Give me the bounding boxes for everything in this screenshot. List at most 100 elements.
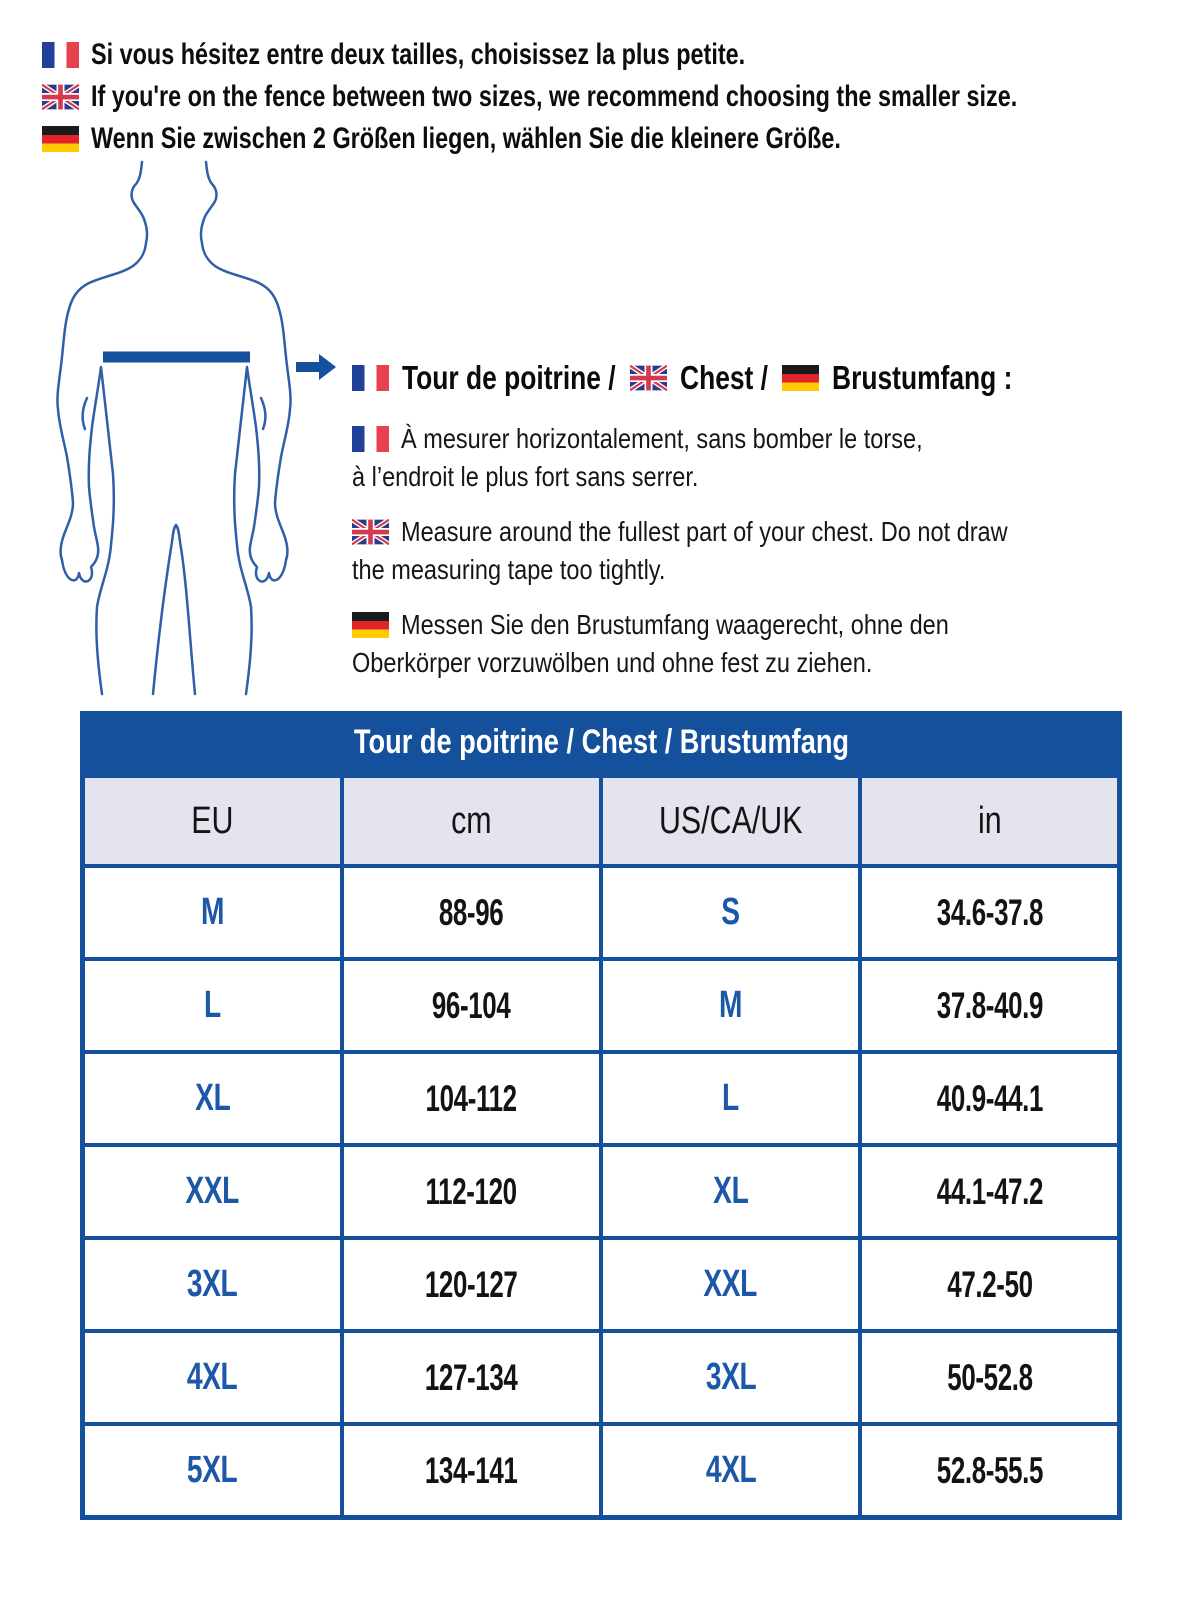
eu-size-cell: 3XL <box>80 1236 344 1333</box>
cell-text: 3XL <box>705 1356 756 1398</box>
eu-size-cell: 5XL <box>80 1422 344 1520</box>
column-header-text: cm <box>451 799 492 842</box>
cm-range-cell: 127-134 <box>339 1329 604 1426</box>
size-table-column-header: US/CA/UK <box>598 773 863 868</box>
cm-range-cell: 104-112 <box>339 1050 604 1147</box>
eu-size-cell: 4XL <box>80 1329 344 1426</box>
cell-text: 120-127 <box>425 1263 518 1305</box>
instruction-text: the measuring tape too tightly. <box>352 553 666 585</box>
size-table-column-header: EU <box>80 773 344 868</box>
instruction-text: à l’endroit le plus fort sans serrer. <box>352 460 699 492</box>
instruction-line: à l’endroit le plus fort sans serrer. <box>352 458 1182 496</box>
size-advice-note: Si vous hésitez entre deux tailles, choi… <box>42 38 1200 71</box>
germany-flag-icon <box>352 611 389 638</box>
uk-flag-icon <box>629 364 667 391</box>
in-range-cell: 50-52.8 <box>858 1329 1122 1426</box>
size-table-column-header: in <box>858 773 1122 868</box>
in-range-cell: 44.1-47.2 <box>858 1143 1122 1240</box>
cell-text: M <box>719 984 743 1026</box>
cell-text: L <box>203 984 221 1026</box>
cm-range-cell: 134-141 <box>339 1422 604 1520</box>
instruction-text: Oberkörper vorzuwölben und ohne fest zu … <box>352 646 873 678</box>
us-size-cell: S <box>598 864 863 961</box>
table-row: L 96-104 M 37.8-40.9 <box>80 957 1122 1054</box>
in-range-cell: 52.8-55.5 <box>858 1422 1122 1520</box>
body-legs-outline <box>151 523 197 696</box>
cell-text: 52.8-55.5 <box>936 1449 1043 1491</box>
sizing-advice-notes: Si vous hésitez entre deux tailles, choi… <box>42 38 1200 155</box>
cell-text: 4XL <box>187 1356 238 1398</box>
size-table: EU cm US/CA/UK in M 88-96 S 34.6-37.8 L 96-104 M 3… <box>80 773 1122 1520</box>
cell-text: XXL <box>185 1170 240 1212</box>
cm-range-cell: 96-104 <box>339 957 604 1054</box>
germany-flag-icon <box>42 125 79 152</box>
france-flag-icon <box>42 41 79 68</box>
cell-text: 44.1-47.2 <box>936 1170 1043 1212</box>
elbow-crease-right <box>259 396 267 431</box>
cm-range-cell: 120-127 <box>339 1236 604 1333</box>
us-size-cell: 4XL <box>598 1422 863 1520</box>
us-size-cell: 3XL <box>598 1329 863 1426</box>
cell-text: 5XL <box>187 1449 238 1491</box>
cell-text: 134-141 <box>425 1449 518 1491</box>
instruction-line: Oberkörper vorzuwölben und ohne fest zu … <box>352 644 1182 682</box>
cell-text: XXL <box>703 1263 758 1305</box>
cell-text: 37.8-40.9 <box>936 984 1043 1026</box>
eu-size-cell: M <box>80 864 344 961</box>
table-row: 4XL 127-134 3XL 50-52.8 <box>80 1329 1122 1426</box>
size-table-body: M 88-96 S 34.6-37.8 L 96-104 M 37.8-40.9 XL 104-1… <box>80 864 1122 1520</box>
column-header-text: in <box>977 799 1002 842</box>
chest-measure-section: Tour de poitrine / Chest / Brustumfang : À… <box>352 336 1182 682</box>
size-table-header-row: EU cm US/CA/UK in <box>80 773 1122 868</box>
instruction-line: the measuring tape too tightly. <box>352 551 1182 589</box>
column-header-text: US/CA/UK <box>658 799 803 842</box>
cell-text: 88-96 <box>439 891 504 933</box>
cell-text: 40.9-44.1 <box>936 1077 1043 1119</box>
instruction-line: Messen Sie den Brustumfang waagerecht, o… <box>352 606 1182 644</box>
in-range-cell: 34.6-37.8 <box>858 864 1122 961</box>
chest-title-text: Chest / <box>679 358 768 396</box>
measure-instruction: Messen Sie den Brustumfang waagerecht, o… <box>352 606 1182 682</box>
cell-text: 127-134 <box>425 1356 518 1398</box>
france-flag-icon <box>352 364 389 391</box>
chest-title-text: Tour de poitrine / <box>402 358 616 396</box>
us-size-cell: XL <box>598 1143 863 1240</box>
note-text: Si vous hésitez entre deux tailles, choi… <box>91 37 746 71</box>
measure-instruction: Measure around the fullest part of your … <box>352 513 1182 589</box>
cell-text: 34.6-37.8 <box>936 891 1043 933</box>
chest-title-text: Brustumfang : <box>831 358 1013 396</box>
column-header-text: EU <box>191 799 234 842</box>
cell-text: 47.2-50 <box>946 1263 1033 1305</box>
table-row: M 88-96 S 34.6-37.8 <box>80 864 1122 961</box>
measure-instruction: À mesurer horizontalement, sans bomber l… <box>352 420 1182 496</box>
table-row: 5XL 134-141 4XL 52.8-55.5 <box>80 1422 1122 1520</box>
cell-text: 4XL <box>705 1449 756 1491</box>
instruction-text: Messen Sie den Brustumfang waagerecht, o… <box>401 608 949 640</box>
us-size-cell: XXL <box>598 1236 863 1333</box>
note-text: Wenn Sie zwischen 2 Größen liegen, wähle… <box>91 121 841 155</box>
size-chart-title: Tour de poitrine / Chest / Brustumfang <box>353 722 849 761</box>
cell-text: S <box>721 891 740 933</box>
eu-size-cell: XL <box>80 1050 344 1147</box>
cm-range-cell: 88-96 <box>339 864 604 961</box>
table-row: 3XL 120-127 XXL 47.2-50 <box>80 1236 1122 1333</box>
body-right-outline <box>199 160 292 696</box>
right-arrow-icon <box>296 352 336 382</box>
cell-text: 50-52.8 <box>946 1356 1033 1398</box>
size-table-column-header: cm <box>339 773 604 868</box>
elbow-crease-left <box>81 396 89 431</box>
france-flag-icon <box>352 425 389 452</box>
note-text: If you're on the fence between two sizes… <box>91 79 1018 113</box>
in-range-cell: 40.9-44.1 <box>858 1050 1122 1147</box>
in-range-cell: 37.8-40.9 <box>858 957 1122 1054</box>
in-range-cell: 47.2-50 <box>858 1236 1122 1333</box>
cell-text: XL <box>194 1077 231 1119</box>
instruction-line: Measure around the fullest part of your … <box>352 513 1182 551</box>
uk-flag-icon <box>352 518 389 545</box>
cell-text: 112-120 <box>425 1170 518 1212</box>
uk-flag-icon <box>42 83 79 110</box>
chest-measure-instructions: À mesurer horizontalement, sans bomber l… <box>352 420 1182 682</box>
table-row: XXL 112-120 XL 44.1-47.2 <box>80 1143 1122 1240</box>
cell-text: L <box>722 1077 740 1119</box>
